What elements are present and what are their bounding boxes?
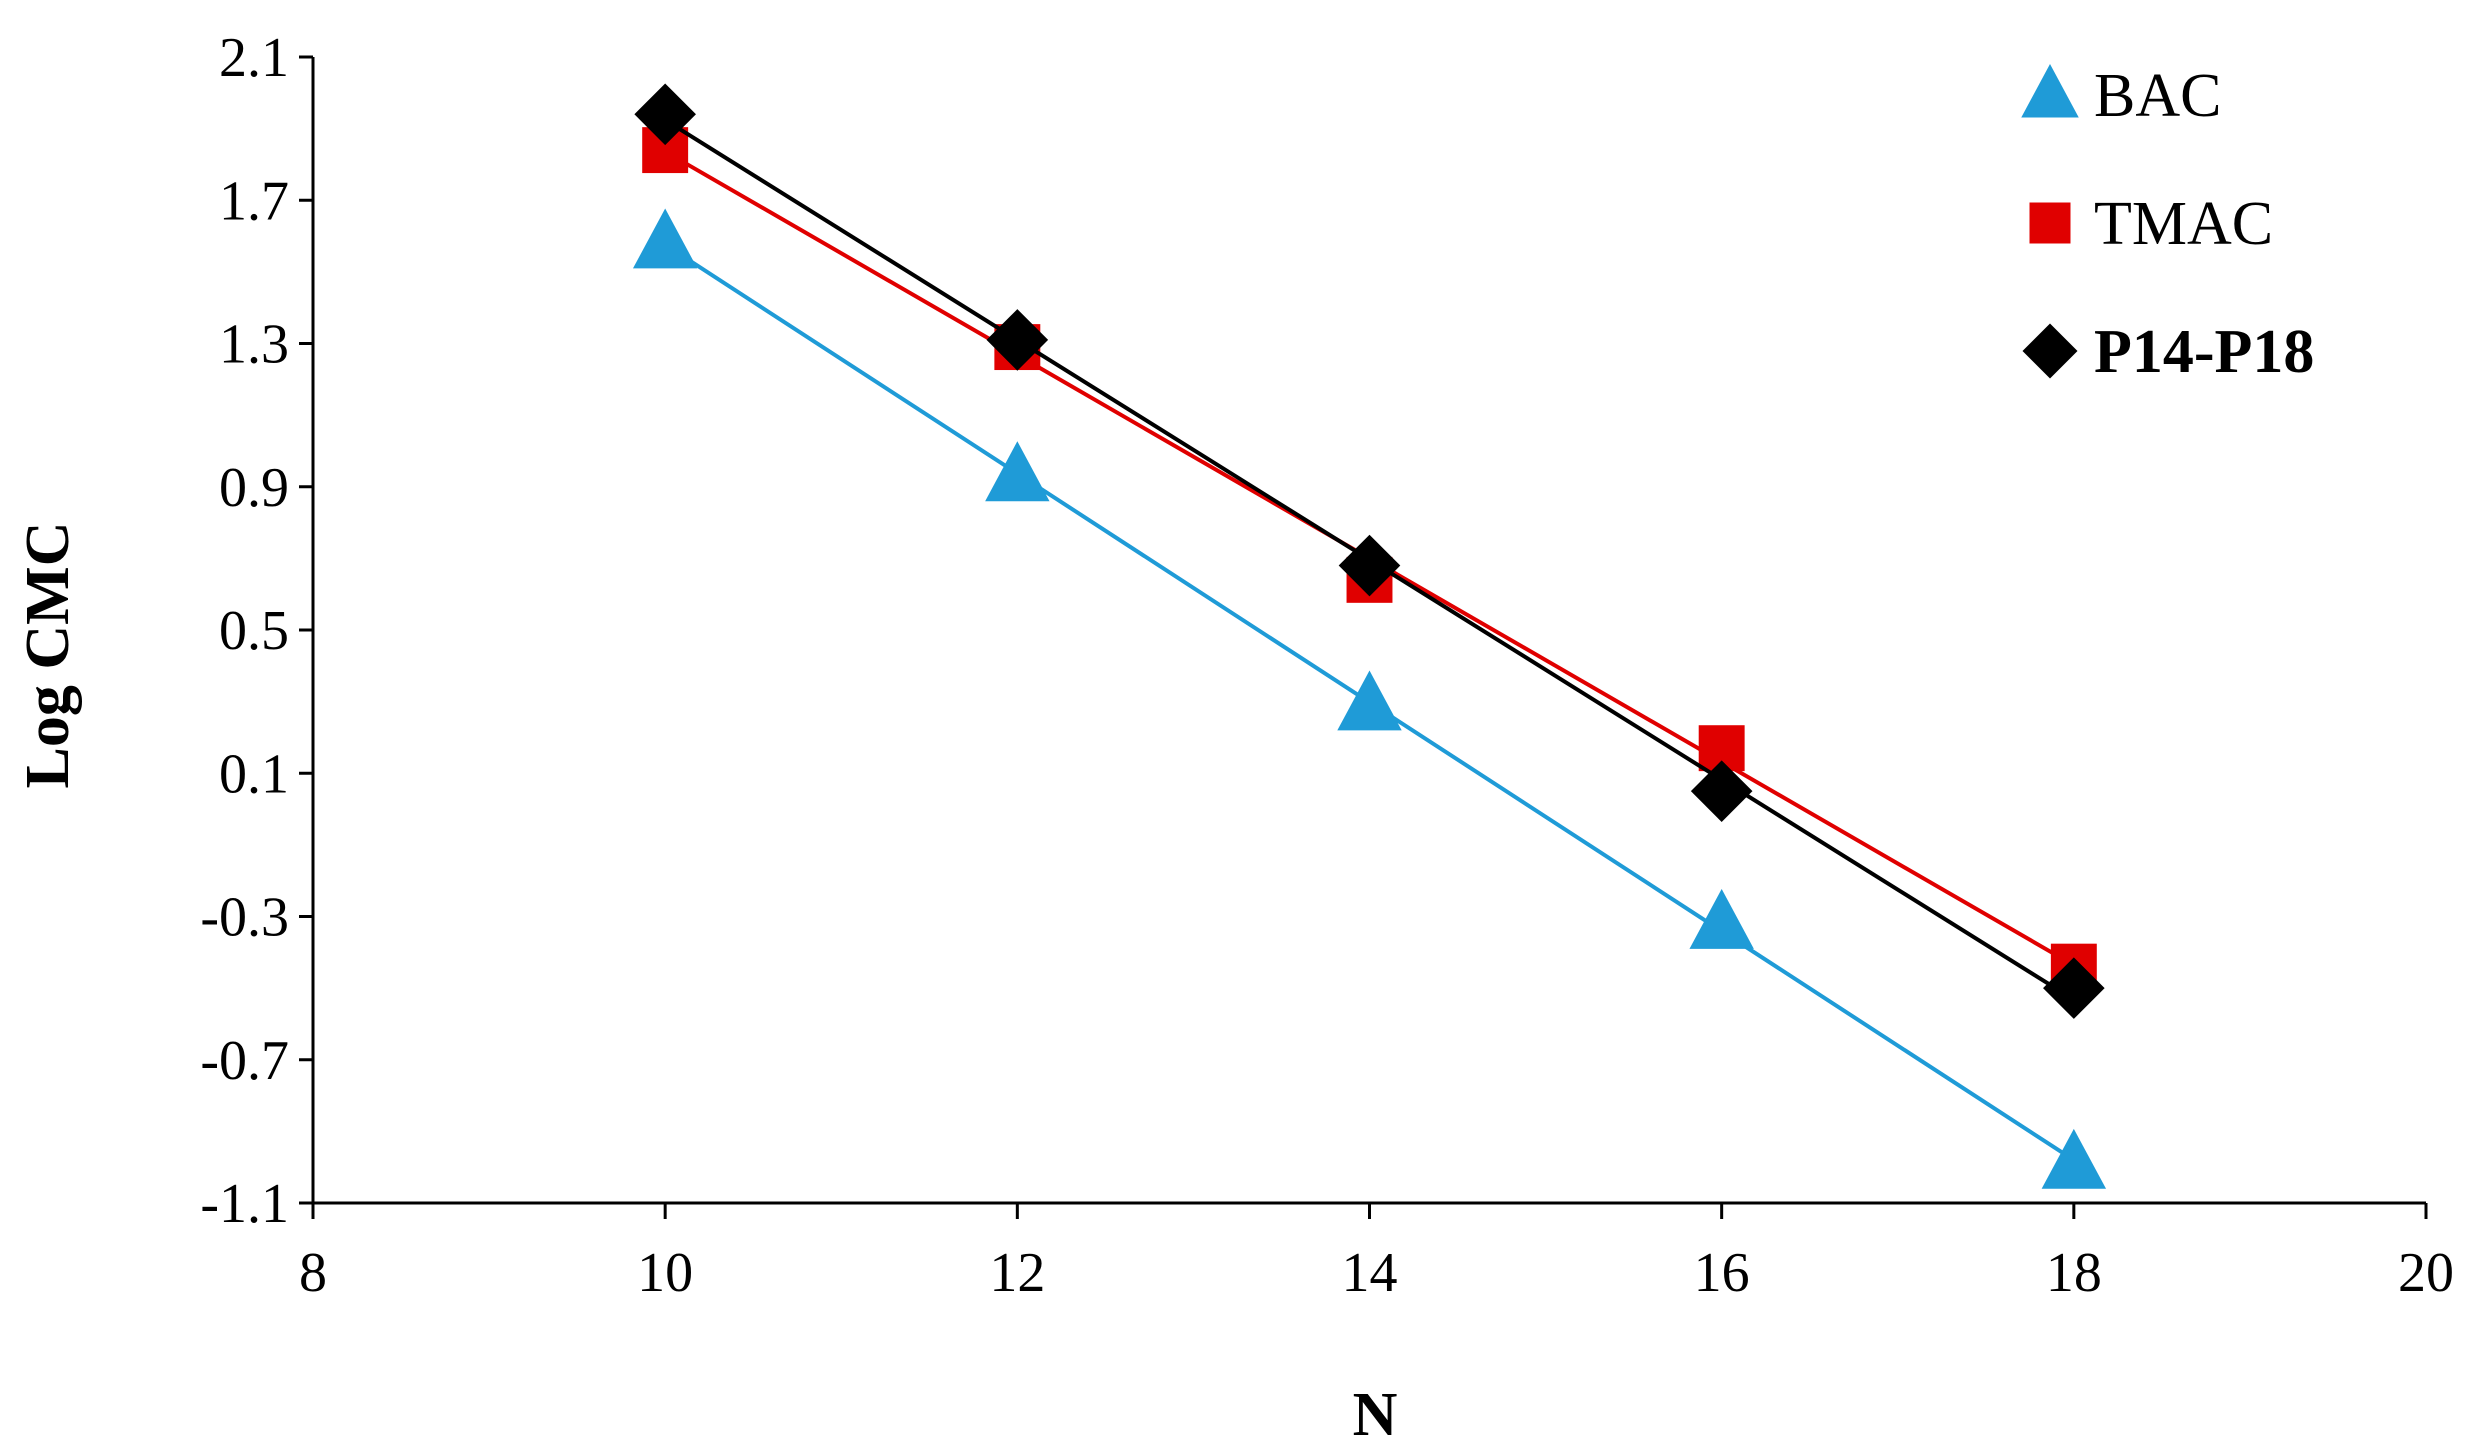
y-tick-label: 0.1 [219,743,289,805]
x-axis-label: N [1353,1381,1398,1449]
series-bac [632,208,2107,1189]
y-tick-label: 2.1 [219,27,289,89]
y-tick-label: 1.7 [219,170,289,232]
legend-label: BAC [2094,62,2221,130]
y-axis-ticks: -1.1 -0.7 -0.3 0.1 0.5 0.9 1.3 1.7 2.1 [200,27,313,1235]
data-point [985,441,1050,502]
data-point [1338,534,1401,597]
legend-marker [2021,64,2079,118]
legend-marker [2022,323,2078,379]
x-tick-label: 16 [1694,1242,1750,1304]
legend: BAC TMAC P14-P18 [2021,62,2314,386]
x-tick-label: 12 [989,1242,1045,1304]
y-tick-label: -0.7 [200,1030,289,1092]
x-tick-label: 10 [637,1242,693,1304]
legend-label: TMAC [2094,190,2273,258]
x-tick-label: 8 [299,1242,327,1304]
y-tick-label: 0.9 [219,457,289,519]
series-layer [632,83,2107,1189]
y-tick-label: 1.3 [219,314,289,376]
data-point [2041,1128,2107,1189]
data-point [986,309,1049,371]
x-axis-ticks: 8 10 12 14 16 18 20 [299,1203,2454,1304]
data-point [1337,670,1402,731]
data-point [634,83,696,146]
x-tick-label: 18 [2046,1242,2102,1304]
y-tick-label: 0.5 [219,600,289,662]
data-point [1689,888,1754,949]
data-point [632,208,698,269]
data-point [2043,957,2105,1019]
legend-label: P14-P18 [2094,318,2314,386]
y-tick-label: -1.1 [200,1173,289,1235]
y-axis-label: Log CMC [14,522,82,789]
legend-marker [2029,202,2071,244]
x-tick-label: 20 [2398,1242,2454,1304]
y-tick-label: -0.3 [200,887,289,949]
series-p14-p18 [634,83,2105,1019]
x-tick-label: 14 [1342,1242,1398,1304]
data-point [1690,760,1753,822]
